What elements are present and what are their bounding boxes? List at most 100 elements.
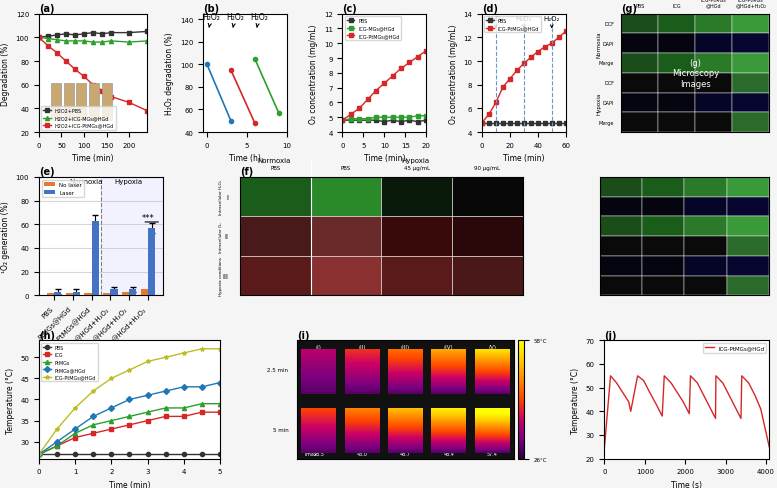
ICG-PtMGs@HGd bbox=[371, 88, 381, 94]
Text: ICG-PtMGs
@HGd+H₂O₂: ICG-PtMGs @HGd+H₂O₂ bbox=[735, 0, 766, 9]
Bar bbox=[101, 178, 163, 296]
Bar bbox=[622, 74, 658, 93]
Legend: No laser, Laser: No laser, Laser bbox=[42, 181, 85, 198]
PBS bbox=[363, 118, 372, 124]
ICG-MGs@HGd bbox=[338, 118, 347, 124]
Y-axis label: ¹O₂ generation (%): ¹O₂ generation (%) bbox=[1, 201, 10, 272]
Bar bbox=[658, 113, 695, 133]
Bar bbox=[600, 256, 642, 276]
Bar bbox=[240, 256, 311, 296]
ICG-PtMGs@HGd bbox=[197, 346, 207, 352]
ICG-PtMGs@HGd bbox=[106, 376, 116, 382]
Bar bbox=[685, 197, 726, 217]
Bar bbox=[726, 178, 769, 197]
ICG-PtMGs@HGd bbox=[692, 380, 702, 386]
PBS bbox=[547, 121, 556, 126]
Text: Hypoxia: Hypoxia bbox=[597, 92, 602, 114]
PBS bbox=[354, 118, 364, 124]
PBS bbox=[338, 118, 347, 124]
ICG-PtMGs@HGd bbox=[89, 388, 98, 394]
ICG-PtMGs@HGd bbox=[626, 408, 636, 414]
ICG-PtMGs@HGd bbox=[737, 373, 747, 379]
ICG-PtMGs@HGd bbox=[705, 404, 714, 410]
X-axis label: Time (min): Time (min) bbox=[109, 480, 150, 488]
ICG-PtMGs@HGd bbox=[161, 355, 170, 361]
ICG bbox=[179, 414, 189, 420]
Text: (g): (g) bbox=[622, 4, 637, 14]
Line: PBS: PBS bbox=[480, 121, 568, 125]
PtMGs@HGd bbox=[125, 397, 134, 403]
Text: 28.5: 28.5 bbox=[313, 451, 324, 456]
ICG-PtMGs@HGd bbox=[699, 392, 708, 398]
H2O2+PBS bbox=[97, 32, 106, 38]
Bar bbox=[685, 178, 726, 197]
PtMGs@HGd bbox=[52, 439, 61, 445]
Bar bbox=[47, 293, 54, 296]
H2O2+ICG-PtMGs@HGd bbox=[89, 82, 98, 88]
H2O2+ICG-PtMGs@HGd bbox=[34, 35, 44, 41]
ICG-PtMGs@HGd bbox=[606, 373, 615, 379]
PtMGs@HGd bbox=[143, 392, 152, 398]
Text: ICG: ICG bbox=[673, 4, 681, 9]
Text: (III): (III) bbox=[401, 344, 410, 349]
Line: H2O2+ICG-MGs@HGd: H2O2+ICG-MGs@HGd bbox=[37, 36, 149, 45]
ICG bbox=[215, 409, 225, 415]
H2O2+ICG-PtMGs@HGd bbox=[142, 108, 152, 114]
Bar bbox=[732, 74, 769, 93]
ICG-MGs@HGd bbox=[347, 117, 356, 122]
Bar bbox=[65, 293, 73, 296]
Line: ICG-PtMGs@HGd: ICG-PtMGs@HGd bbox=[37, 347, 222, 457]
Text: (b): (b) bbox=[203, 4, 219, 14]
ICG bbox=[161, 414, 170, 420]
Bar bbox=[642, 178, 685, 197]
PBS bbox=[405, 118, 414, 124]
X-axis label: Time (min): Time (min) bbox=[72, 154, 113, 163]
H2O2+ICG-MGs@HGd bbox=[106, 39, 116, 45]
H2O2+ICG-MGs@HGd bbox=[79, 39, 89, 45]
Bar bbox=[39, 178, 101, 296]
ICG-PtMGs@HGd bbox=[639, 378, 648, 384]
ICG-PtMGs@HGd bbox=[686, 373, 695, 379]
H2O2+PBS bbox=[52, 33, 61, 39]
ICG-PtMGs@HGd bbox=[519, 61, 528, 67]
Y-axis label: O₂ concentration (mg/mL): O₂ concentration (mg/mL) bbox=[309, 24, 319, 123]
Text: DAPI: DAPI bbox=[603, 41, 614, 47]
Text: DCF: DCF bbox=[605, 22, 614, 27]
Bar bbox=[622, 93, 658, 113]
ICG-PtMGs@HGd bbox=[645, 389, 654, 395]
PtMGs bbox=[71, 430, 80, 436]
H2O2+ICG-MGs@HGd bbox=[52, 38, 61, 43]
Text: I: I bbox=[227, 194, 228, 200]
H2O2+PBS bbox=[142, 29, 152, 35]
ICG-PtMGs@HGd bbox=[730, 404, 740, 410]
Text: H₂O₂: H₂O₂ bbox=[488, 16, 504, 28]
PBS bbox=[526, 121, 535, 126]
PBS bbox=[554, 121, 563, 126]
PBS bbox=[540, 121, 549, 126]
PtMGs@HGd bbox=[106, 405, 116, 411]
Bar bbox=[726, 237, 769, 256]
ICG-PtMGs@HGd bbox=[711, 373, 720, 379]
ICG bbox=[89, 430, 98, 436]
Text: (V): (V) bbox=[488, 344, 496, 349]
Line: ICG-PtMGs@HGd: ICG-PtMGs@HGd bbox=[480, 30, 568, 125]
ICG-PtMGs@HGd bbox=[737, 416, 746, 422]
Bar bbox=[685, 256, 726, 276]
PtMGs bbox=[215, 401, 225, 407]
ICG bbox=[34, 451, 44, 457]
PtMGs bbox=[106, 418, 116, 424]
ICG-PtMGs@HGd bbox=[624, 399, 633, 405]
Line: PtMGs: PtMGs bbox=[37, 402, 222, 457]
Bar bbox=[732, 15, 769, 34]
Bar bbox=[73, 292, 80, 296]
X-axis label: Time (min): Time (min) bbox=[364, 154, 405, 163]
ICG-PtMGs@HGd bbox=[540, 45, 549, 51]
H2O2+ICG-MGs@HGd bbox=[89, 40, 98, 46]
H2O2+ICG-MGs@HGd bbox=[34, 35, 44, 41]
ICG-PtMGs@HGd bbox=[505, 77, 514, 82]
Bar bbox=[695, 54, 732, 74]
ICG-PtMGs@HGd bbox=[347, 112, 356, 118]
Bar bbox=[382, 217, 452, 256]
Bar bbox=[311, 256, 382, 296]
Text: Normoxia: Normoxia bbox=[597, 31, 602, 58]
